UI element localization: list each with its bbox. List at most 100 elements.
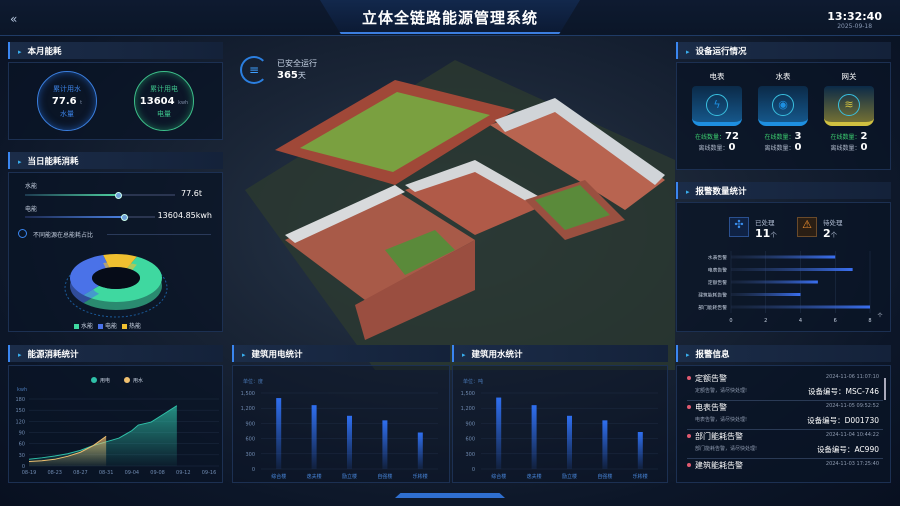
x-tick-label: 08-19 — [22, 470, 37, 476]
alarm-item[interactable]: 定额告警 2024-11-06 11:07:10 定额告警，请尽快处理! 设备编号：… — [687, 372, 883, 401]
alarm-item[interactable]: 部门能耗告警 2024-11-04 10:44:22 部门能耗告警，请尽快处理! 设… — [687, 430, 883, 459]
water-drop-icon: ◉ — [772, 94, 794, 116]
y-tick-label: 部门能耗告警 — [698, 304, 727, 311]
elec-build-panel: 单位：度 0 300 600 900 1,200 1,500 综合楼 逸夫楼 励立楼 自强楼 乐彬楼 — [232, 365, 450, 483]
x-tick-label: 4 — [799, 318, 802, 324]
warning-icon: ⚠ — [797, 217, 817, 237]
legend-label: 电能 — [105, 323, 118, 330]
handled-stat: 已处理 11个 — [755, 217, 777, 240]
y-tick-label: 1,500 — [461, 391, 475, 397]
power-total-unit: kwh — [178, 100, 189, 106]
device-id: MSC-746 — [845, 387, 880, 396]
power-energy-slider — [25, 213, 155, 221]
legend-marker — [124, 377, 130, 383]
device-cylinder: ≋ — [824, 86, 874, 126]
device-id-label: 设备编号： — [816, 445, 855, 454]
bar-综合楼 — [276, 398, 282, 469]
elec-build-chart: 单位：度 0 300 600 900 1,200 1,500 综合楼 逸夫楼 励立楼 自强楼 乐彬楼 — [241, 378, 438, 480]
series-line-用水 — [28, 435, 107, 463]
y-tick-label: 300 — [465, 452, 475, 458]
x-tick-label: 09-16 — [202, 470, 217, 476]
y-tick-label: 1,500 — [241, 391, 255, 397]
device-cylinder: ϟ — [692, 86, 742, 126]
alarms-scrollbar[interactable] — [884, 378, 886, 400]
wifi-icon: ≋ — [838, 94, 860, 116]
ratio-title: 不同能源在总能耗占比 — [33, 232, 94, 239]
y-tick-label: 0 — [22, 464, 25, 470]
device-water-drop[interactable]: 水表 ◉ 在线数量：3 离线数量：0 — [753, 71, 813, 153]
water-energy-slider — [25, 191, 175, 199]
x-tick-label: 08-27 — [73, 470, 88, 476]
monthly-panel: 累计用水 77.6 t 水量 累计用电 13604 kwh 电量 — [8, 62, 223, 140]
power-total-value: 13604 — [139, 96, 175, 107]
x-tick-label: 0 — [729, 318, 732, 324]
water-build-panel: 单位：吨 0 300 600 900 1,200 1,500 综合楼 逸夫楼 励立楼 自强楼 乐彬楼 — [452, 365, 668, 483]
bar-乐彬楼 — [417, 432, 423, 469]
offline-count: 0 — [728, 142, 736, 153]
x-tick-label: 09-04 — [125, 470, 140, 476]
x-tick-label: 8 — [868, 318, 871, 324]
panel-title-monthly: 本月能耗 — [8, 42, 223, 59]
bottom-decoration — [395, 493, 505, 498]
water-total-label: 累计用水 — [53, 85, 81, 93]
alarm-item[interactable]: 电表告警 2024-11-05 09:52:52 电表告警，请尽快处理! 设备编号：… — [687, 401, 883, 430]
device-lightning[interactable]: 电表 ϟ 在线数量：72 离线数量：0 — [687, 71, 747, 153]
series-area-用电 — [29, 405, 177, 466]
double-chevron-left-icon[interactable]: « — [10, 12, 18, 26]
y-tick-label: 0 — [252, 467, 255, 473]
handled-icon: ✣ — [729, 217, 749, 237]
online-count: 3 — [794, 131, 802, 142]
x-tick-label: 综合楼 — [491, 473, 506, 480]
legend-label: 水能 — [81, 323, 94, 330]
run-label: 已安全运行 — [277, 59, 317, 68]
y-tick-label: 300 — [245, 452, 255, 458]
legend-label: 用水 — [133, 377, 143, 384]
pending-value: 2 — [823, 227, 831, 240]
legend-swatch — [98, 324, 104, 329]
bar-逸夫楼 — [531, 405, 537, 469]
y-tick-label: 30 — [19, 453, 25, 459]
y-tick-label: 0 — [472, 467, 475, 473]
donut-slice-3 — [103, 254, 137, 269]
pending-label: 待处理 — [823, 219, 843, 227]
alarm-desc: 部门能耗告警，请尽快处理! — [695, 446, 758, 452]
alarm-desc: 电表告警，请尽快处理! — [695, 417, 748, 423]
y-axis-unit: kwh — [17, 387, 27, 393]
panel-title-energy: 能源消耗统计 — [8, 345, 223, 362]
pending-stat: 待处理 2个 — [823, 217, 843, 240]
y-tick-label: 建筑能耗告警 — [698, 292, 727, 299]
power-total-label: 累计用电 — [150, 85, 178, 93]
offline-label: 离线数量： — [764, 145, 795, 152]
legend-marker — [91, 377, 97, 383]
online-count: 72 — [725, 131, 739, 142]
x-tick-label: 励立楼 — [342, 473, 357, 480]
donut-hole — [92, 267, 140, 289]
donut-halo — [64, 258, 168, 318]
y-tick-label: 180 — [15, 397, 25, 403]
devices-panel: 电表 ϟ 在线数量：72 离线数量：0 水表 ◉ 在线数量：3 离线数量：0 网关 … — [676, 62, 891, 170]
handled-value: 11 — [755, 227, 771, 240]
offline-label: 离线数量： — [830, 145, 861, 152]
alarm-desc: 定额告警，请尽快处理! — [695, 388, 748, 394]
water-total-sub: 水量 — [60, 110, 74, 118]
y-tick-label: 120 — [15, 419, 25, 425]
x-tick-label: 09-08 — [150, 470, 165, 476]
y-tick-label: 1,200 — [241, 406, 255, 412]
panel-title-elec-build: 建筑用电统计 — [232, 345, 450, 362]
run-days-unit: 天 — [297, 71, 306, 80]
x-tick-label: 08-31 — [99, 470, 114, 476]
x-tick-label: 乐彬楼 — [633, 473, 648, 480]
water-energy-label: 水能 — [25, 183, 38, 190]
y-tick-label: 60 — [19, 442, 25, 448]
bar-部门能耗告警 — [731, 305, 870, 309]
campus-3d-view[interactable] — [225, 40, 675, 370]
online-count: 2 — [860, 131, 868, 142]
alarm-time: 2024-11-03 17:25:40 — [825, 461, 879, 467]
alarm-stats-panel: ✣ 已处理 11个 ⚠ 待处理 2个 0 2 4 6 8 个水表告警 电表告警 定额告警 建筑能耗告… — [676, 202, 891, 332]
device-id-label: 设备编号： — [807, 416, 845, 425]
x-tick-label: 09-12 — [176, 470, 191, 476]
device-wifi[interactable]: 网关 ≋ 在线数量：2 离线数量：0 — [819, 71, 879, 153]
water-total-circle: 累计用水 77.6 t 水量 — [37, 71, 97, 131]
alarm-item[interactable]: 建筑能耗告警 2024-11-03 17:25:40 — [687, 459, 883, 482]
x-tick-label: 逸夫楼 — [307, 473, 322, 480]
